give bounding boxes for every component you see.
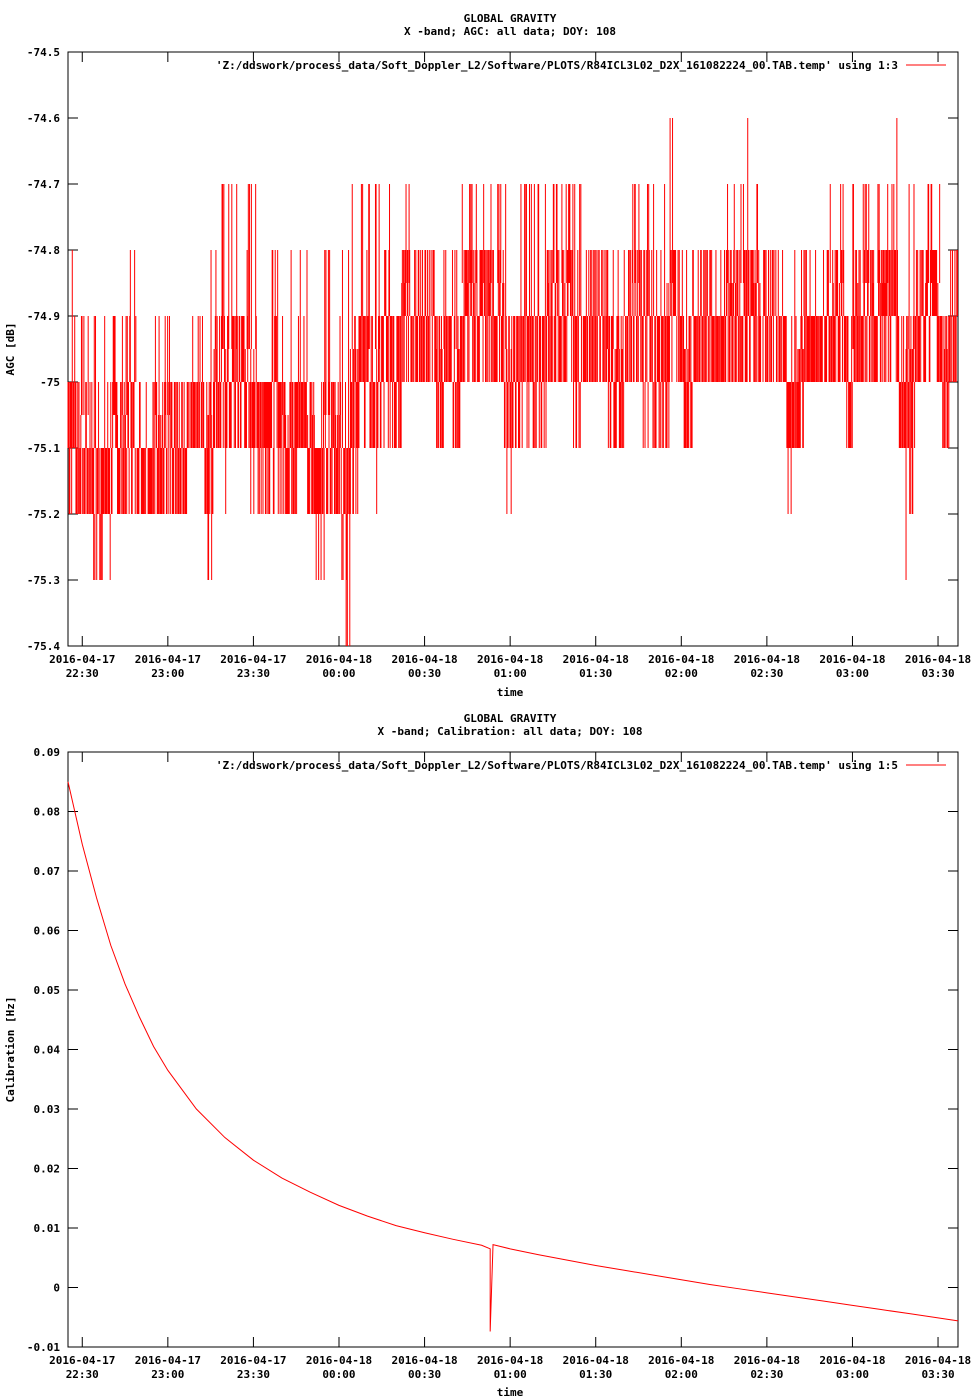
series-line bbox=[67, 781, 959, 1332]
y-tick-label: 0.08 bbox=[34, 806, 61, 819]
y-tick-label: 0.05 bbox=[34, 984, 61, 997]
x-tick-date-label: 2016-04-18 bbox=[905, 653, 971, 666]
series-line bbox=[67, 118, 958, 646]
legend-label: 'Z:/ddswork/process_data/Soft_Doppler_L2… bbox=[216, 759, 898, 772]
x-tick-time-label: 23:00 bbox=[151, 667, 184, 680]
y-tick-label: 0.04 bbox=[34, 1044, 61, 1057]
x-tick-date-label: 2016-04-17 bbox=[49, 1354, 115, 1367]
x-tick-date-label: 2016-04-18 bbox=[306, 1354, 372, 1367]
x-tick-date-label: 2016-04-18 bbox=[563, 1354, 629, 1367]
x-axis-label: time bbox=[497, 686, 524, 699]
y-axis-label: Calibration [Hz] bbox=[4, 997, 17, 1103]
x-tick-date-label: 2016-04-18 bbox=[648, 1354, 714, 1367]
x-tick-time-label: 02:30 bbox=[750, 1368, 783, 1381]
y-tick-label: -75.1 bbox=[27, 442, 60, 455]
x-tick-time-label: 03:00 bbox=[836, 1368, 869, 1381]
x-tick-date-label: 2016-04-17 bbox=[135, 1354, 201, 1367]
x-tick-date-label: 2016-04-18 bbox=[391, 1354, 457, 1367]
x-tick-time-label: 00:30 bbox=[408, 1368, 441, 1381]
y-tick-label: -74.8 bbox=[27, 244, 60, 257]
plot-frame bbox=[67, 751, 959, 1348]
x-tick-date-label: 2016-04-17 bbox=[220, 1354, 286, 1367]
series-1 bbox=[67, 118, 958, 646]
x-tick-date-label: 2016-04-18 bbox=[477, 1354, 543, 1367]
x-tick-time-label: 00:30 bbox=[408, 667, 441, 680]
x-tick-date-label: 2016-04-18 bbox=[734, 1354, 800, 1367]
x-tick-time-label: 23:00 bbox=[151, 1368, 184, 1381]
x-tick-time-label: 03:00 bbox=[836, 667, 869, 680]
x-tick-time-label: 23:30 bbox=[237, 1368, 270, 1381]
y-tick-label: -75.2 bbox=[27, 508, 60, 521]
y-tick-label: -75.4 bbox=[27, 640, 60, 653]
x-tick-date-label: 2016-04-18 bbox=[563, 653, 629, 666]
x-axis-label: time bbox=[497, 1386, 524, 1399]
x-tick-date-label: 2016-04-18 bbox=[819, 653, 885, 666]
x-tick-date-label: 2016-04-18 bbox=[734, 653, 800, 666]
x-tick-date-label: 2016-04-18 bbox=[306, 653, 372, 666]
x-tick-date-label: 2016-04-17 bbox=[49, 653, 115, 666]
x-tick-time-label: 03:30 bbox=[921, 1368, 954, 1381]
chart-subtitle: X -band; AGC: all data; DOY: 108 bbox=[404, 25, 616, 38]
y-axis-label: AGC [dB] bbox=[4, 323, 17, 376]
x-tick-time-label: 03:30 bbox=[921, 667, 954, 680]
x-tick-time-label: 01:30 bbox=[579, 1368, 612, 1381]
y-tick-label: -75.3 bbox=[27, 574, 60, 587]
y-tick-label: 0.07 bbox=[34, 865, 61, 878]
plot-frame bbox=[67, 51, 959, 647]
x-tick-time-label: 02:00 bbox=[665, 1368, 698, 1381]
legend-label: 'Z:/ddswork/process_data/Soft_Doppler_L2… bbox=[216, 59, 898, 72]
y-tick-label: 0.03 bbox=[34, 1103, 61, 1116]
y-tick-label: -75 bbox=[40, 376, 60, 389]
x-tick-time-label: 22:30 bbox=[66, 667, 99, 680]
x-tick-time-label: 02:00 bbox=[665, 667, 698, 680]
y-tick-label: -74.7 bbox=[27, 178, 60, 191]
x-tick-time-label: 00:00 bbox=[322, 667, 355, 680]
x-tick-time-label: 01:00 bbox=[494, 1368, 527, 1381]
y-tick-label: 0.06 bbox=[34, 925, 61, 938]
x-tick-date-label: 2016-04-18 bbox=[905, 1354, 971, 1367]
x-tick-date-label: 2016-04-17 bbox=[220, 653, 286, 666]
y-tick-label: 0.01 bbox=[34, 1222, 61, 1235]
x-tick-date-label: 2016-04-18 bbox=[391, 653, 457, 666]
x-tick-time-label: 22:30 bbox=[66, 1368, 99, 1381]
x-tick-time-label: 00:00 bbox=[322, 1368, 355, 1381]
x-tick-time-label: 02:30 bbox=[750, 667, 783, 680]
y-tick-label: 0.09 bbox=[34, 746, 61, 759]
y-tick-label: -74.5 bbox=[27, 46, 60, 59]
x-tick-time-label: 01:00 bbox=[494, 667, 527, 680]
x-tick-date-label: 2016-04-18 bbox=[648, 653, 714, 666]
x-tick-date-label: 2016-04-18 bbox=[819, 1354, 885, 1367]
y-tick-label: -74.9 bbox=[27, 310, 60, 323]
x-tick-time-label: 23:30 bbox=[237, 667, 270, 680]
x-tick-date-label: 2016-04-18 bbox=[477, 653, 543, 666]
y-tick-label: -74.6 bbox=[27, 112, 60, 125]
y-tick-label: -0.01 bbox=[27, 1341, 60, 1354]
chart-subtitle: X -band; Calibration: all data; DOY: 108 bbox=[378, 725, 643, 738]
x-tick-date-label: 2016-04-17 bbox=[135, 653, 201, 666]
chart-title: GLOBAL GRAVITY bbox=[464, 12, 557, 25]
series-1 bbox=[67, 781, 959, 1332]
x-tick-time-label: 01:30 bbox=[579, 667, 612, 680]
y-tick-label: 0.02 bbox=[34, 1163, 61, 1176]
y-tick-label: 0 bbox=[53, 1282, 60, 1295]
chart-title: GLOBAL GRAVITY bbox=[464, 712, 557, 725]
